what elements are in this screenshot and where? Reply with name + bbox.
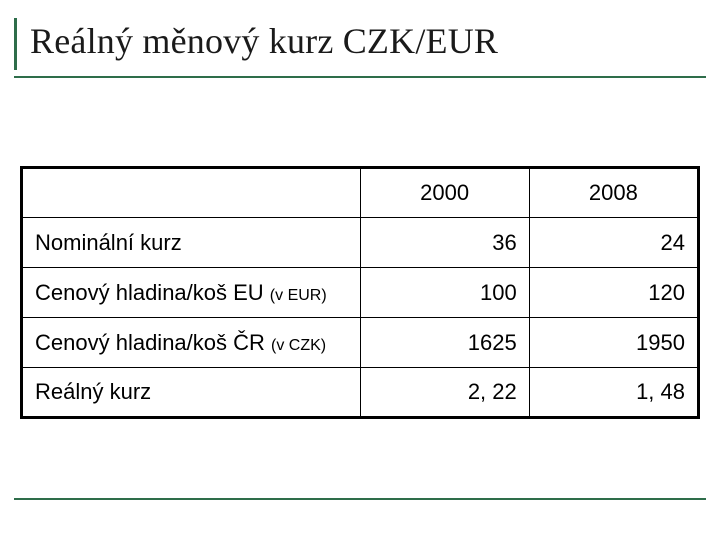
table-row: Nominální kurz 36 24 [22,218,699,268]
title-block: Reálný měnový kurz CZK/EUR [14,10,706,70]
page-title: Reálný měnový kurz CZK/EUR [24,20,702,62]
row-label: Cenový hladina/koš EU (v EUR) [22,268,361,318]
table-header-year-2000: 2000 [360,168,529,218]
table-row: Cenový hladina/koš EU (v EUR) 100 120 [22,268,699,318]
data-table: 2000 2008 Nominální kurz 36 24 Cenový hl… [20,166,700,419]
bottom-accent-bar [14,498,706,500]
row-label-text: Reálný kurz [35,379,151,404]
row-label-text: Cenový hladina/koš EU [35,280,270,305]
cell-2000: 36 [360,218,529,268]
data-table-wrap: 2000 2008 Nominální kurz 36 24 Cenový hl… [14,166,706,419]
table-header-blank [22,168,361,218]
cell-2000: 2, 22 [360,368,529,418]
table-row: Reálný kurz 2, 22 1, 48 [22,368,699,418]
table-row: Cenový hladina/koš ČR (v CZK) 1625 1950 [22,318,699,368]
row-label: Cenový hladina/koš ČR (v CZK) [22,318,361,368]
title-accent-bar [14,18,17,70]
cell-2000: 1625 [360,318,529,368]
cell-2008: 1950 [529,318,698,368]
row-label-sub: (v EUR) [270,287,327,304]
row-label-text: Nominální kurz [35,230,182,255]
cell-2008: 1, 48 [529,368,698,418]
cell-2008: 24 [529,218,698,268]
row-label-text: Cenový hladina/koš ČR [35,330,271,355]
row-label: Reálný kurz [22,368,361,418]
cell-2008: 120 [529,268,698,318]
row-label-sub: (v CZK) [271,337,326,354]
table-header-year-2008: 2008 [529,168,698,218]
cell-2000: 100 [360,268,529,318]
row-label: Nominální kurz [22,218,361,268]
table-header-row: 2000 2008 [22,168,699,218]
title-underline [14,76,706,78]
